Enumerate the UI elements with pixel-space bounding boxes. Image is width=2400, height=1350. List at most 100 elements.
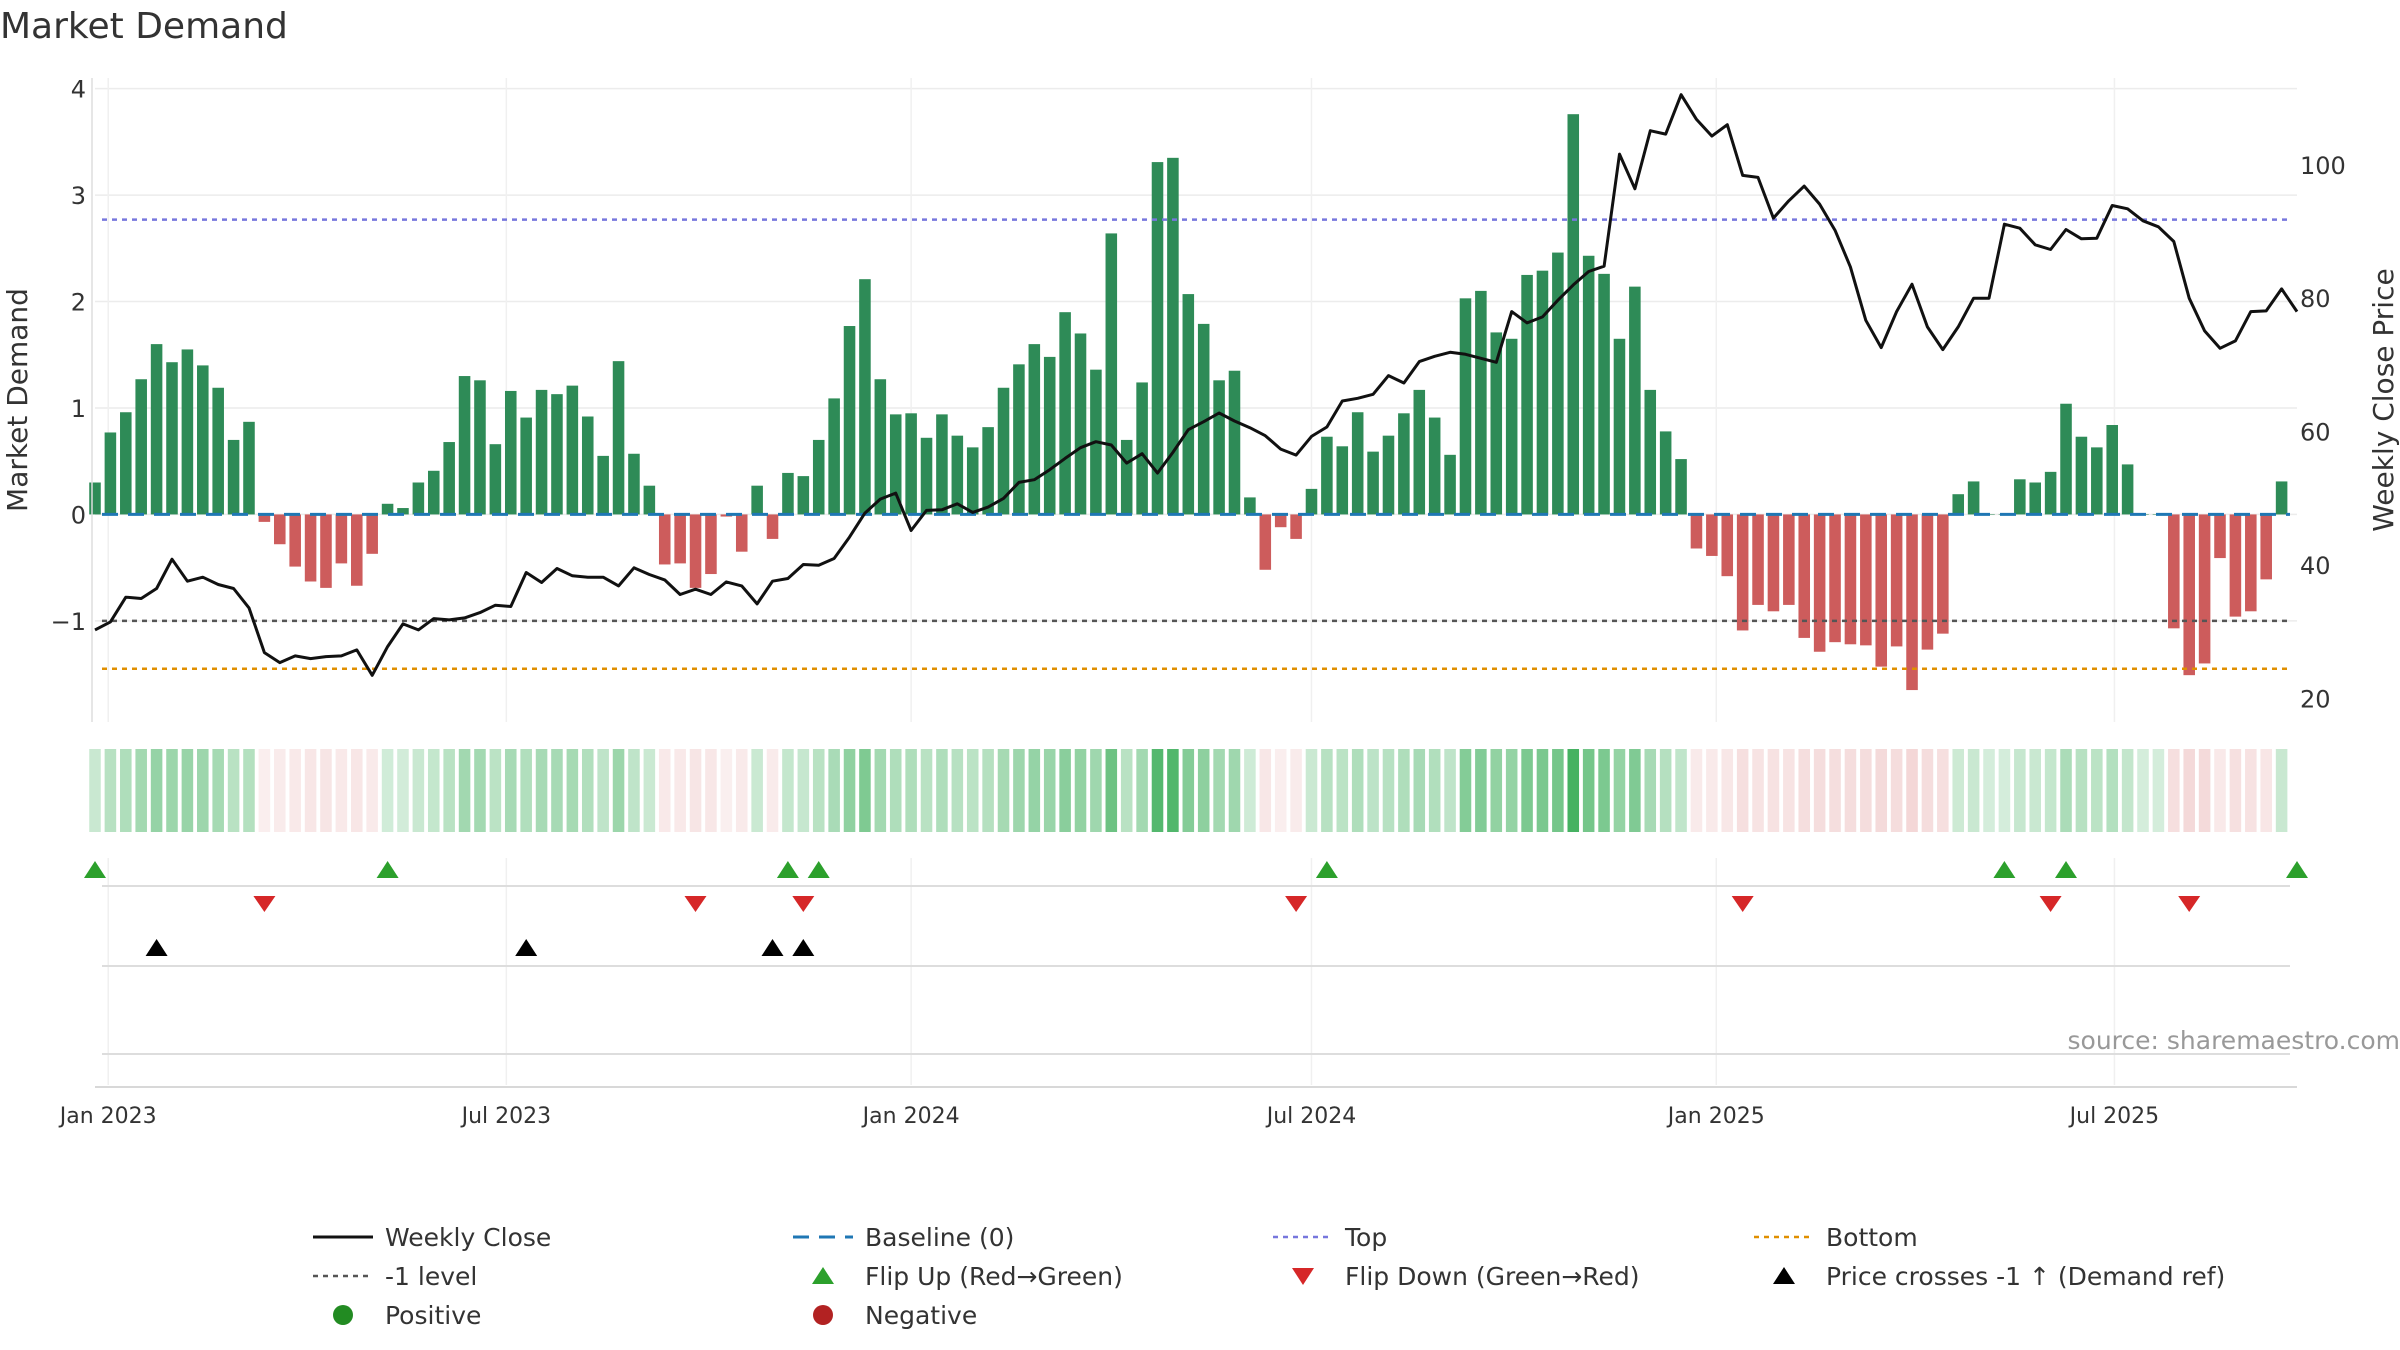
demand-bar-positive	[1521, 274, 1533, 515]
demand-bar-positive	[474, 380, 486, 515]
heat-strip-cell	[320, 749, 332, 832]
demand-bar-positive	[443, 442, 455, 515]
heat-strip-cell	[1783, 749, 1795, 832]
price-cross-marker	[761, 939, 784, 956]
heat-strip-cell	[397, 749, 409, 832]
heat-strip-cell	[212, 749, 224, 832]
demand-bar-positive	[1659, 431, 1672, 515]
heat-strip-cell	[1074, 749, 1087, 832]
demand-bar-positive	[1336, 446, 1349, 515]
heat-strip-cell	[289, 749, 301, 832]
demand-bar-positive	[1228, 370, 1241, 515]
grid-lines	[95, 78, 2297, 1085]
x-tick-label: Jul 2023	[460, 1104, 552, 1129]
heat-strip-cell	[705, 749, 717, 832]
flip-up-marker	[2055, 861, 2077, 878]
heat-strip-cell	[612, 749, 625, 832]
heat-strip-cell	[1690, 749, 1703, 832]
demand-bar-positive	[1136, 382, 1148, 515]
heat-strip-cell	[1259, 749, 1272, 832]
demand-bar-positive	[905, 413, 917, 515]
demand-bar-positive	[227, 439, 240, 515]
demand-bar-positive	[920, 437, 933, 515]
heat-strip-cell	[597, 749, 609, 832]
heat-strip-cell	[243, 749, 255, 832]
demand-bar-negative	[1937, 514, 1949, 634]
heat-strip-cell	[1167, 749, 1179, 832]
demand-bar-positive	[1967, 481, 1980, 515]
legend-item: Baseline (0)	[793, 1223, 1014, 1252]
legend-swatch-positive	[333, 1305, 353, 1325]
demand-heat-strip	[89, 749, 2288, 832]
legend-swatch-flip-up	[812, 1267, 834, 1284]
demand-bar-positive	[1043, 356, 1056, 515]
heat-strip-cell	[1182, 749, 1195, 832]
demand-bar-negative	[366, 514, 378, 554]
y-tick-left: 1	[71, 395, 86, 423]
heat-strip-cell	[1382, 749, 1395, 832]
flip-up-marker	[84, 861, 106, 878]
heat-strip-cell	[982, 749, 994, 832]
axes: 4 3 2 1 0 −1 100 80 60 40 20 Market Demand Weekly Cl…	[1, 76, 2400, 1129]
demand-bar-positive	[458, 376, 471, 515]
heat-strip-cell	[1844, 749, 1857, 832]
heat-strip-cell	[2152, 749, 2165, 832]
price-cross-marker	[145, 939, 168, 956]
demand-bar-negative	[1721, 514, 1734, 577]
x-tick-label: Jan 2023	[58, 1104, 157, 1129]
heat-strip-cell	[504, 749, 517, 832]
flip-up-marker	[776, 861, 799, 878]
heat-strip-cell	[520, 749, 532, 832]
heat-strip-cell	[735, 749, 748, 832]
heat-strip-cell	[166, 749, 178, 832]
demand-bar-positive	[1505, 338, 1518, 515]
heat-strip-cell	[1136, 749, 1148, 832]
demand-bar-negative	[2198, 514, 2211, 664]
demand-bar-negative	[658, 514, 671, 565]
flip-up-marker	[807, 861, 830, 878]
heat-strip-cell	[689, 749, 702, 832]
heat-strip-cell	[997, 749, 1010, 832]
heat-strip-cell	[1290, 749, 1302, 832]
heat-strip-cell	[1829, 749, 1841, 832]
demand-bar-positive	[1475, 290, 1487, 515]
demand-bar-positive	[1567, 114, 1580, 515]
demand-bar-positive	[504, 390, 517, 515]
demand-bar-positive	[1074, 333, 1087, 515]
heat-strip-cell	[1721, 749, 1734, 832]
x-tick-label: Jan 2025	[1666, 1104, 1765, 1129]
y-tick-right: 20	[2300, 686, 2331, 714]
heat-strip-cell	[412, 749, 425, 832]
heat-strip-cell	[1921, 749, 1934, 832]
heat-strip-cell	[1998, 749, 2011, 832]
demand-bar-positive	[120, 412, 132, 515]
heat-strip-cell	[1059, 749, 1071, 832]
legend-label: Bottom	[1826, 1223, 1918, 1252]
demand-bar-positive	[135, 379, 147, 515]
heat-strip-cell	[1567, 749, 1580, 832]
y-axis-label-left: Market Demand	[1, 288, 34, 512]
demand-bar-positive	[936, 414, 948, 515]
demand-bar-positive	[197, 365, 209, 515]
heat-strip-cell	[258, 749, 271, 832]
demand-bars	[89, 114, 2288, 691]
legend-label: Baseline (0)	[865, 1223, 1014, 1252]
heat-strip-cell	[1228, 749, 1241, 832]
heat-strip-cell	[2091, 749, 2103, 832]
demand-bar-positive	[982, 427, 994, 515]
legend-swatch-flip-down	[1292, 1268, 1314, 1285]
demand-bar-positive	[1582, 255, 1595, 515]
demand-bar-negative	[1906, 514, 1918, 691]
demand-bar-negative	[2214, 514, 2226, 559]
demand-bar-positive	[2121, 464, 2134, 515]
price-line	[94, 93, 2299, 677]
demand-bar-negative	[320, 514, 332, 588]
heat-strip-cell	[581, 749, 594, 832]
demand-bar-positive	[797, 476, 810, 515]
heat-strip-cell	[1613, 749, 1626, 832]
legend-item: Weekly Close	[313, 1223, 551, 1252]
demand-bar-positive	[1105, 233, 1118, 515]
demand-bar-positive	[2014, 479, 2026, 515]
demand-bar-positive	[535, 389, 548, 515]
heat-strip-cell	[889, 749, 902, 832]
